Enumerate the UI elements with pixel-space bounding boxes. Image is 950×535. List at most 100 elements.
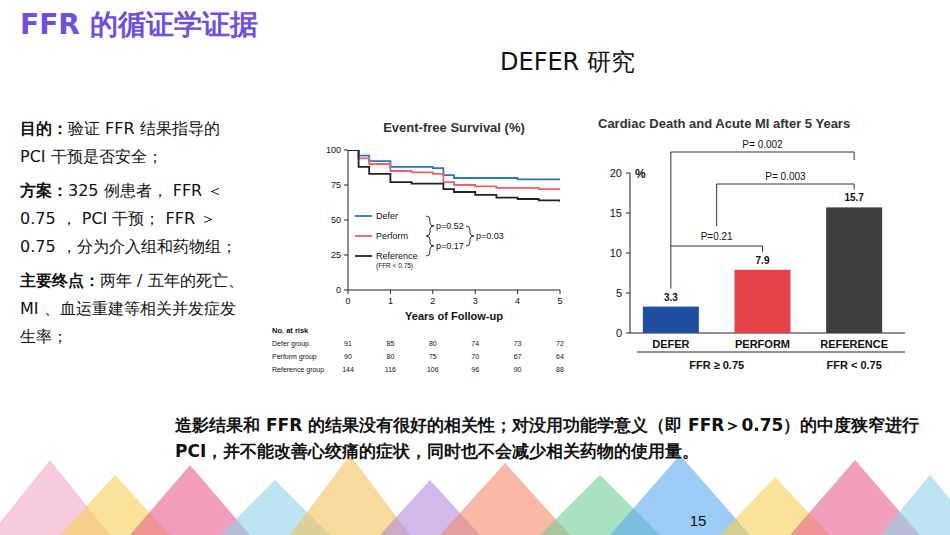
survival-line — [348, 150, 560, 202]
x-tick — [517, 290, 518, 294]
page-number: 15 — [690, 512, 707, 529]
risk-value: 73 — [514, 340, 522, 347]
paragraph-label: 主要终点： — [20, 271, 100, 290]
y-tick — [626, 173, 630, 174]
conclusion: 造影结果和 FFR 的结果没有很好的相关性；对没用功能学意义（即 FFR＞0.7… — [175, 412, 935, 464]
p-value: p=0.52 — [436, 221, 464, 231]
x-tick-label: 2 — [430, 296, 435, 306]
chart-title: Event-free Survival (%) — [383, 120, 525, 135]
lines — [348, 150, 560, 202]
y-tick-label: 75 — [331, 180, 341, 190]
x-tick — [348, 290, 349, 294]
triangle — [610, 455, 750, 535]
x-axis — [348, 290, 560, 291]
decoration — [0, 455, 950, 535]
chart-survival: Event-free Survival (%)0255075100012345Y… — [272, 120, 564, 374]
y-tick — [344, 150, 348, 151]
risk-value: 72 — [556, 340, 564, 347]
data-label: 3.3 — [664, 292, 678, 303]
legend-swatch — [355, 235, 372, 237]
x-tick — [432, 290, 433, 294]
y-tick — [626, 293, 630, 294]
risk-value: 144 — [342, 366, 354, 373]
risk-value: 91 — [344, 340, 352, 347]
y-tick-label: 5 — [616, 287, 622, 299]
triangle — [440, 463, 570, 535]
chart-title: Cardiac Death and Acute MI after 5 Years — [598, 116, 850, 131]
y-tick-label: 100 — [326, 145, 341, 155]
risk-value: 90 — [514, 366, 522, 373]
bar — [643, 307, 699, 333]
risk-value: 67 — [514, 353, 522, 360]
risk-value: 90 — [344, 353, 352, 360]
section-title: DEFER 研究 — [500, 48, 635, 76]
legend-label: Reference — [376, 251, 418, 261]
x-axis-title: Years of Follow-up — [405, 310, 503, 322]
y-tick — [626, 253, 630, 254]
risk-value: 80 — [387, 353, 395, 360]
legend-swatch — [355, 255, 372, 257]
y-axis-title: % — [635, 167, 646, 181]
bar — [826, 207, 882, 333]
risk-row-label: Perform group — [272, 353, 317, 361]
bracket — [426, 216, 434, 236]
p-value: P=0.21 — [701, 231, 733, 242]
data-label: 7.9 — [756, 255, 770, 266]
bar — [735, 270, 791, 333]
data-label: 15.7 — [844, 192, 864, 203]
y-tick — [344, 185, 348, 186]
y-tick — [626, 213, 630, 214]
p-value: p=0.17 — [436, 241, 464, 251]
bars — [643, 207, 882, 333]
y-tick-label: 25 — [331, 250, 341, 260]
y-tick-label: 50 — [331, 215, 341, 225]
y-tick — [344, 220, 348, 221]
risk-value: 75 — [429, 353, 437, 360]
chart-events: Cardiac Death and Acute MI after 5 Years… — [598, 116, 905, 371]
x-tick-label: 3 — [473, 296, 478, 306]
x-tick-label: 5 — [557, 296, 562, 306]
x-tick — [475, 290, 476, 294]
bracket — [426, 236, 434, 256]
survival-line — [348, 150, 560, 189]
x-tick-label: 0 — [345, 296, 350, 306]
left-text: 目的：验证 FFR 结果指导的 PCI 干预是否安全；方案：325 例患者， F… — [20, 115, 248, 357]
paragraph: 目的：验证 FFR 结果指导的 PCI 干预是否安全； — [20, 115, 248, 171]
y-tick-label: 0 — [336, 285, 341, 295]
paragraph-label: 目的： — [20, 119, 68, 138]
slide-title: FFR 的循证学证据 — [20, 6, 258, 44]
paragraph: 主要终点：两年 / 五年的死亡、 MI 、血运重建等相关并发症发生率； — [20, 267, 248, 351]
y-tick-label: 10 — [610, 247, 622, 259]
p-value: p=0.03 — [476, 231, 504, 241]
category-label: REFERENCE — [820, 338, 888, 350]
group-label: FFR ≥ 0.75 — [689, 359, 744, 371]
legend-label: Perform — [376, 231, 408, 241]
legend: DeferPerformReference(FFR < 0.75) — [355, 211, 418, 270]
y-tick-label: 20 — [610, 167, 622, 179]
triangle — [880, 475, 950, 535]
legend-swatch — [355, 215, 372, 217]
category-underline — [637, 352, 905, 353]
legend-label: Defer — [376, 211, 398, 221]
y-tick-label: 0 — [616, 327, 622, 339]
bracket — [466, 226, 474, 246]
risk-row-label: Reference group — [272, 366, 324, 374]
y-tick — [344, 290, 348, 291]
y-tick — [344, 255, 348, 256]
bracket — [671, 246, 763, 289]
paragraph-label: 方案： — [20, 181, 68, 200]
x-tick — [390, 290, 391, 294]
p-value: P= 0.002 — [742, 139, 783, 150]
bracket — [717, 184, 855, 226]
risk-value: 85 — [387, 340, 395, 347]
y-tick-label: 15 — [610, 207, 622, 219]
bracket — [671, 152, 854, 246]
p-value: P= 0.003 — [765, 171, 806, 182]
category-label: DEFER — [652, 338, 689, 350]
x-tick-label: 1 — [388, 296, 393, 306]
risk-row-label: Defer group — [272, 340, 309, 348]
risk-title: No. at risk — [272, 326, 309, 335]
risk-value: 80 — [429, 340, 437, 347]
risk-value: 96 — [471, 366, 479, 373]
x-tick — [560, 290, 561, 294]
